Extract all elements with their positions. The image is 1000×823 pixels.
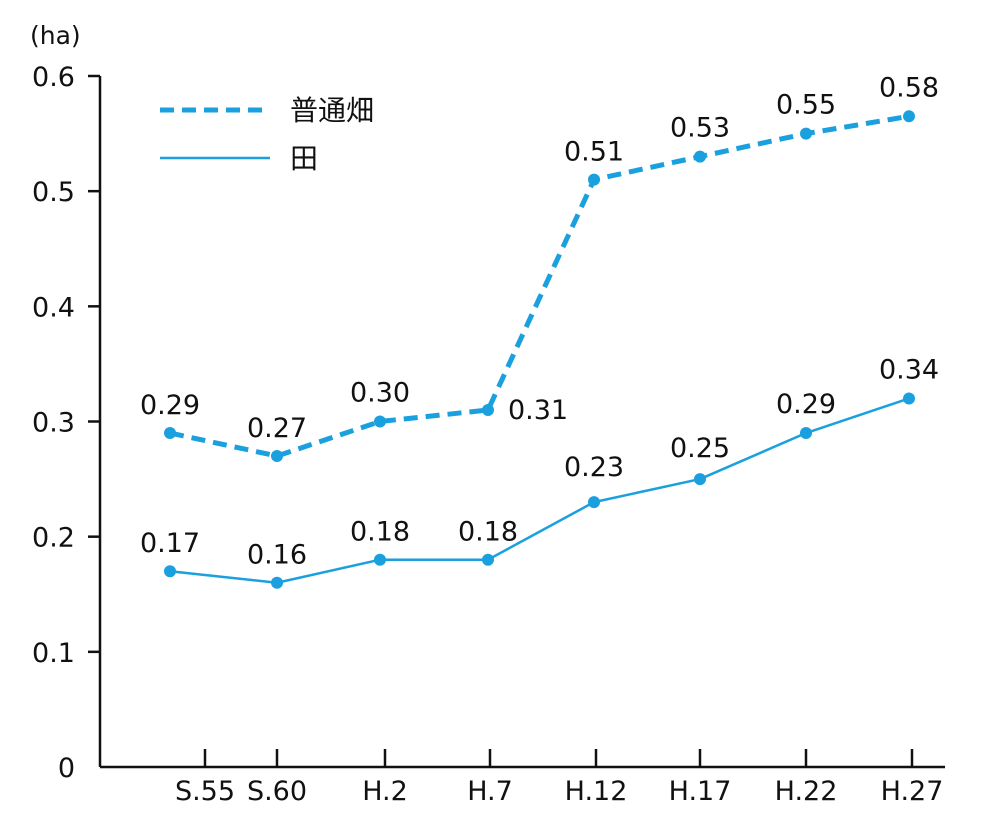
data-point: [694, 150, 706, 163]
y-tick-label: 0.1: [32, 638, 75, 669]
y-tick-label: 0.5: [32, 177, 75, 208]
data-point: [271, 450, 283, 463]
data-point: [903, 110, 915, 123]
data-point: [374, 415, 386, 428]
data-label: 0.29: [140, 390, 200, 421]
y-tick-label: 0.2: [32, 523, 75, 554]
x-tick-label: H.12: [565, 776, 628, 807]
data-label: 0.16: [247, 540, 307, 571]
legend-label: 普通畑: [290, 94, 374, 127]
data-label: 0.34: [879, 354, 939, 385]
data-label: 0.29: [776, 389, 836, 420]
data-point: [482, 553, 494, 566]
series-line: [169, 113, 910, 459]
data-label: 0.31: [508, 395, 568, 426]
y-axis-unit-label: (ha): [30, 21, 81, 50]
data-label: 0.53: [670, 113, 730, 144]
data-point: [482, 403, 494, 416]
data-label: 0.23: [564, 452, 624, 483]
data-point: [588, 496, 600, 509]
data-label: 0.58: [879, 72, 939, 103]
x-tick-label: S.60: [247, 776, 307, 807]
data-label: 0.27: [247, 413, 307, 444]
x-tick-label: H.17: [669, 776, 732, 807]
series-layer: 0.29 0.27 0.30 0.31 0.51 0.53 0.55 0.58 0.17 0.16…: [140, 72, 939, 589]
data-point: [374, 553, 386, 566]
y-tick-label: 0.3: [32, 408, 75, 439]
data-point: [588, 173, 600, 186]
data-label: 0.55: [776, 90, 836, 121]
data-point: [903, 392, 915, 405]
x-tick-label: H.27: [881, 776, 944, 807]
data-label: 0.18: [458, 517, 518, 548]
data-point: [694, 473, 706, 486]
x-tick-label: H.7: [467, 776, 513, 807]
data-label: 0.17: [140, 528, 200, 559]
data-point: [800, 127, 812, 140]
x-tick-label: H.22: [775, 776, 838, 807]
data-point: [271, 576, 283, 589]
data-label: 0.18: [350, 517, 410, 548]
data-point: [164, 565, 176, 578]
legend-label: 田: [290, 142, 318, 175]
data-point: [800, 427, 812, 440]
data-point: [164, 427, 176, 440]
y-tick-label: 0.4: [32, 292, 75, 323]
series-paddy-field: 0.17 0.16 0.18 0.18 0.23 0.25 0.29 0.34: [140, 354, 939, 589]
data-label: 0.30: [350, 378, 410, 409]
data-label: 0.25: [670, 433, 730, 464]
data-label: 0.51: [564, 137, 624, 168]
series-line: [169, 397, 910, 584]
x-tick-label: H.2: [362, 776, 408, 807]
x-tick-label: S.55: [175, 776, 235, 807]
series-upland-field: 0.29 0.27 0.30 0.31 0.51 0.53 0.55 0.58: [140, 72, 939, 463]
axes: 0 0.1 0.2 0.3 0.4 0.5 0.6 S.55 S.60 H.2 H.7 H.12 H.1…: [32, 62, 945, 807]
y-tick-label: 0.6: [32, 62, 75, 93]
y-tick-label: 0: [58, 753, 75, 784]
